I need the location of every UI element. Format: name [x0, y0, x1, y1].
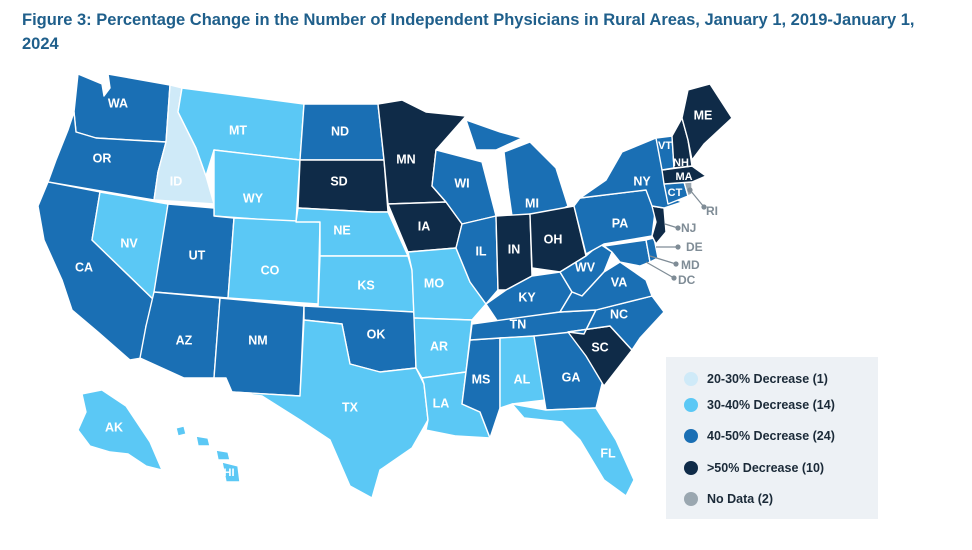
label-ri: RI	[706, 204, 718, 218]
legend-item-40-50: 40-50% Decrease (24)	[684, 426, 835, 446]
label-ca: CA	[75, 260, 93, 274]
legend-label: No Data (2)	[707, 492, 773, 506]
label-de: DE	[686, 240, 703, 254]
label-az: AZ	[176, 333, 193, 347]
legend-label: 40-50% Decrease (24)	[707, 429, 835, 443]
label-in: IN	[508, 242, 521, 256]
legend-label: 20-30% Decrease (1)	[707, 372, 828, 386]
label-vt: VT	[658, 140, 672, 152]
label-me: ME	[694, 108, 713, 122]
label-mo: MO	[424, 276, 444, 290]
label-la: LA	[433, 396, 450, 410]
label-mn: MN	[396, 152, 415, 166]
label-sd: SD	[330, 174, 347, 188]
state-co	[227, 217, 321, 305]
label-ak: AK	[105, 420, 123, 434]
state-wy	[213, 149, 301, 223]
label-ks: KS	[357, 278, 374, 292]
state-mi-up	[465, 119, 523, 151]
label-nm: NM	[248, 333, 267, 347]
label-mi: MI	[525, 196, 539, 210]
label-nc: NC	[610, 307, 628, 321]
state-me	[681, 83, 733, 161]
state-ga	[533, 331, 605, 411]
legend-swatch	[684, 398, 698, 412]
state-fl	[511, 403, 635, 497]
label-or: OR	[93, 151, 112, 165]
label-mt: MT	[229, 123, 247, 137]
legend-swatch	[684, 492, 698, 506]
label-fl: FL	[600, 446, 616, 460]
label-dc: DC	[678, 273, 696, 287]
label-ct: CT	[668, 187, 683, 199]
label-wv: WV	[575, 260, 596, 274]
label-wi: WI	[454, 176, 469, 190]
legend-item-30-40: 30-40% Decrease (14)	[684, 395, 835, 415]
callout-leaders	[645, 187, 707, 281]
legend-swatch	[684, 372, 698, 386]
label-il: IL	[475, 244, 486, 258]
label-co: CO	[261, 263, 280, 277]
label-ky: KY	[518, 290, 536, 304]
label-ma: MA	[675, 171, 692, 183]
label-wa: WA	[108, 96, 128, 110]
label-ms: MS	[472, 372, 491, 386]
state-ak	[77, 389, 163, 471]
legend-item-20-30: 20-30% Decrease (1)	[684, 369, 828, 389]
label-ok: OK	[367, 327, 386, 341]
legend-item-50plus: >50% Decrease (10)	[684, 458, 824, 478]
label-tx: TX	[342, 400, 359, 414]
label-ny: NY	[633, 174, 651, 188]
label-nv: NV	[120, 236, 138, 250]
state-tx	[231, 319, 429, 499]
legend-item-no-data: No Data (2)	[684, 489, 773, 509]
label-md: MD	[681, 258, 700, 272]
legend-label: 30-40% Decrease (14)	[707, 398, 835, 412]
label-ia: IA	[418, 219, 431, 233]
legend-label: >50% Decrease (10)	[707, 461, 825, 475]
label-al: AL	[514, 372, 531, 386]
map-legend: 20-30% Decrease (1) 30-40% Decrease (14)…	[666, 357, 878, 519]
label-sc: SC	[591, 340, 608, 354]
label-oh: OH	[544, 232, 563, 246]
label-ga: GA	[562, 370, 581, 384]
label-va: VA	[611, 275, 627, 289]
state-nj	[651, 205, 667, 245]
label-ut: UT	[189, 248, 206, 262]
label-pa: PA	[612, 216, 628, 230]
figure-title: Figure 3: Percentage Change in the Numbe…	[22, 11, 915, 53]
state-hi	[175, 425, 241, 483]
label-nh: NH	[673, 157, 689, 169]
legend-swatch	[684, 461, 698, 475]
label-id: ID	[170, 174, 183, 188]
label-hi: HI	[224, 467, 235, 479]
label-wy: WY	[243, 191, 264, 205]
label-ar: AR	[430, 339, 448, 353]
label-nd: ND	[331, 124, 349, 138]
label-nj: NJ	[681, 221, 696, 235]
label-ne: NE	[333, 223, 350, 237]
legend-swatch	[684, 429, 698, 443]
label-tn: TN	[510, 317, 527, 331]
state-al	[499, 335, 547, 409]
